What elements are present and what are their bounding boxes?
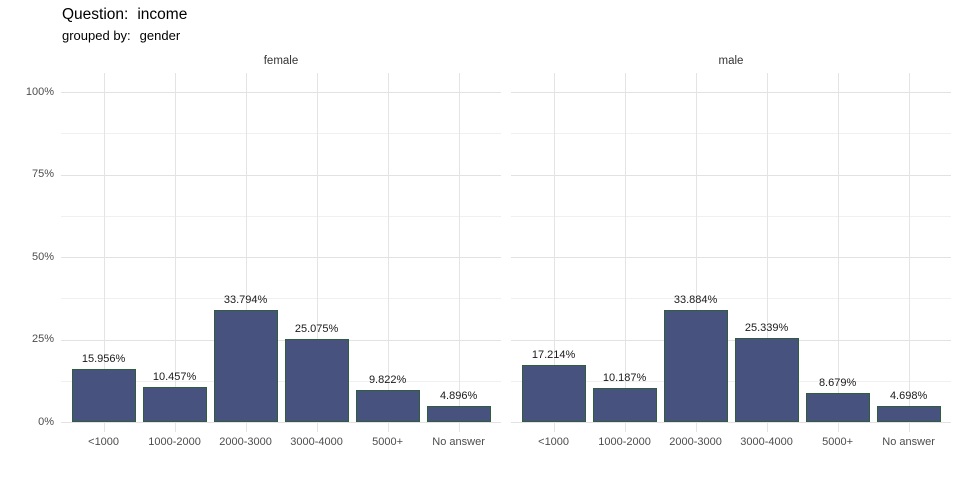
bar-male-1 xyxy=(521,365,586,422)
gridline-major xyxy=(61,92,501,93)
chart-subtitle: grouped by: gender xyxy=(62,27,187,44)
gridline-vertical xyxy=(174,73,176,432)
x-tick-label: 5000+ xyxy=(372,436,404,448)
gridline-major xyxy=(511,339,951,341)
gridline-major xyxy=(61,422,501,423)
gridline-major xyxy=(61,257,501,258)
gridline-vertical xyxy=(624,73,626,432)
bar-value-label: 9.822% xyxy=(368,373,407,386)
x-tick-label: 2000-3000 xyxy=(219,436,272,448)
bar-female-1 xyxy=(71,369,136,422)
gridline-vertical xyxy=(103,73,105,432)
bar-value-label: 4.896% xyxy=(439,389,478,402)
bar-value-label: 25.339% xyxy=(744,322,789,335)
bar-female-6 xyxy=(426,405,491,422)
gridline-major xyxy=(511,422,951,423)
gridline-minor xyxy=(511,380,951,382)
x-tick-label: 2000-3000 xyxy=(669,436,722,448)
gridline-vertical xyxy=(766,73,768,432)
gridline-minor xyxy=(511,298,951,300)
bar-female-5 xyxy=(355,389,420,422)
gridline-vertical xyxy=(908,73,910,432)
gridline-vertical xyxy=(316,73,318,432)
bar-female-4 xyxy=(284,339,349,422)
bar-female-2 xyxy=(142,387,207,422)
gridline-vertical xyxy=(245,73,247,432)
y-tick-label: 75% xyxy=(31,168,54,180)
x-tick-label: 5000+ xyxy=(822,436,854,448)
x-tick-label: 1000-2000 xyxy=(148,436,201,448)
bar-male-5 xyxy=(805,393,870,422)
chart-subtitle-label: grouped by: xyxy=(62,28,131,43)
facet-strip-label-male: male xyxy=(718,55,744,67)
bar-value-label: 33.884% xyxy=(673,294,718,307)
x-tick-label: 3000-4000 xyxy=(290,436,343,448)
bar-value-label: 15.956% xyxy=(81,353,126,366)
bar-value-label: 17.214% xyxy=(531,349,576,362)
bar-value-label: 4.698% xyxy=(889,390,928,403)
bar-male-2 xyxy=(592,388,657,422)
chart-subtitle-value: gender xyxy=(139,28,181,43)
gridline-major xyxy=(61,174,501,176)
gridline-vertical xyxy=(553,73,555,432)
x-tick-label: <1000 xyxy=(88,436,120,448)
y-tick-label: 25% xyxy=(31,333,54,345)
bar-value-label: 8.679% xyxy=(818,377,857,390)
x-tick-label: 1000-2000 xyxy=(598,436,651,448)
gridline-minor xyxy=(61,215,501,217)
gridline-vertical xyxy=(837,73,839,432)
chart-header: Question: income grouped by: gender xyxy=(62,5,187,44)
gridline-minor xyxy=(61,380,501,382)
gridline-minor xyxy=(61,298,501,300)
y-tick-label: 50% xyxy=(31,250,54,263)
gridline-major xyxy=(511,92,951,93)
chart-title: Question: income xyxy=(62,5,187,25)
gridline-vertical xyxy=(387,73,389,432)
bar-male-3 xyxy=(663,310,728,422)
bar-value-label: 10.457% xyxy=(152,371,197,384)
y-tick-label: 100% xyxy=(25,85,54,98)
bar-value-label: 10.187% xyxy=(602,372,647,385)
x-tick-label: <1000 xyxy=(538,436,570,448)
gridline-minor xyxy=(511,133,951,135)
bar-value-label: 33.794% xyxy=(223,294,268,307)
facet-strip-label-female: female xyxy=(263,55,299,67)
x-tick-label: No answer xyxy=(432,436,485,448)
bar-male-4 xyxy=(734,338,799,422)
chart-title-value: income xyxy=(137,6,188,23)
gridline-vertical xyxy=(458,73,460,432)
gridline-minor xyxy=(61,133,501,135)
gridline-major xyxy=(511,257,951,258)
facet-panel-female: 15.956% <1000 10.457% 1000-2000 33.794% 2000-… xyxy=(61,73,501,448)
chart-title-label: Question: xyxy=(62,6,129,23)
gridline-minor xyxy=(511,215,951,217)
bar-value-label: 25.075% xyxy=(294,323,339,336)
gridline-major xyxy=(61,339,501,341)
gridline-vertical xyxy=(695,73,697,432)
facet-panel-male: 17.214% <1000 10.187% 1000-2000 33.884% 2000-… xyxy=(511,73,951,448)
y-tick-label: 0% xyxy=(38,415,54,428)
x-tick-label: No answer xyxy=(882,436,935,448)
x-tick-label: 3000-4000 xyxy=(740,436,793,448)
bar-female-3 xyxy=(213,310,278,422)
bar-male-6 xyxy=(876,406,941,422)
gridline-major xyxy=(511,174,951,176)
